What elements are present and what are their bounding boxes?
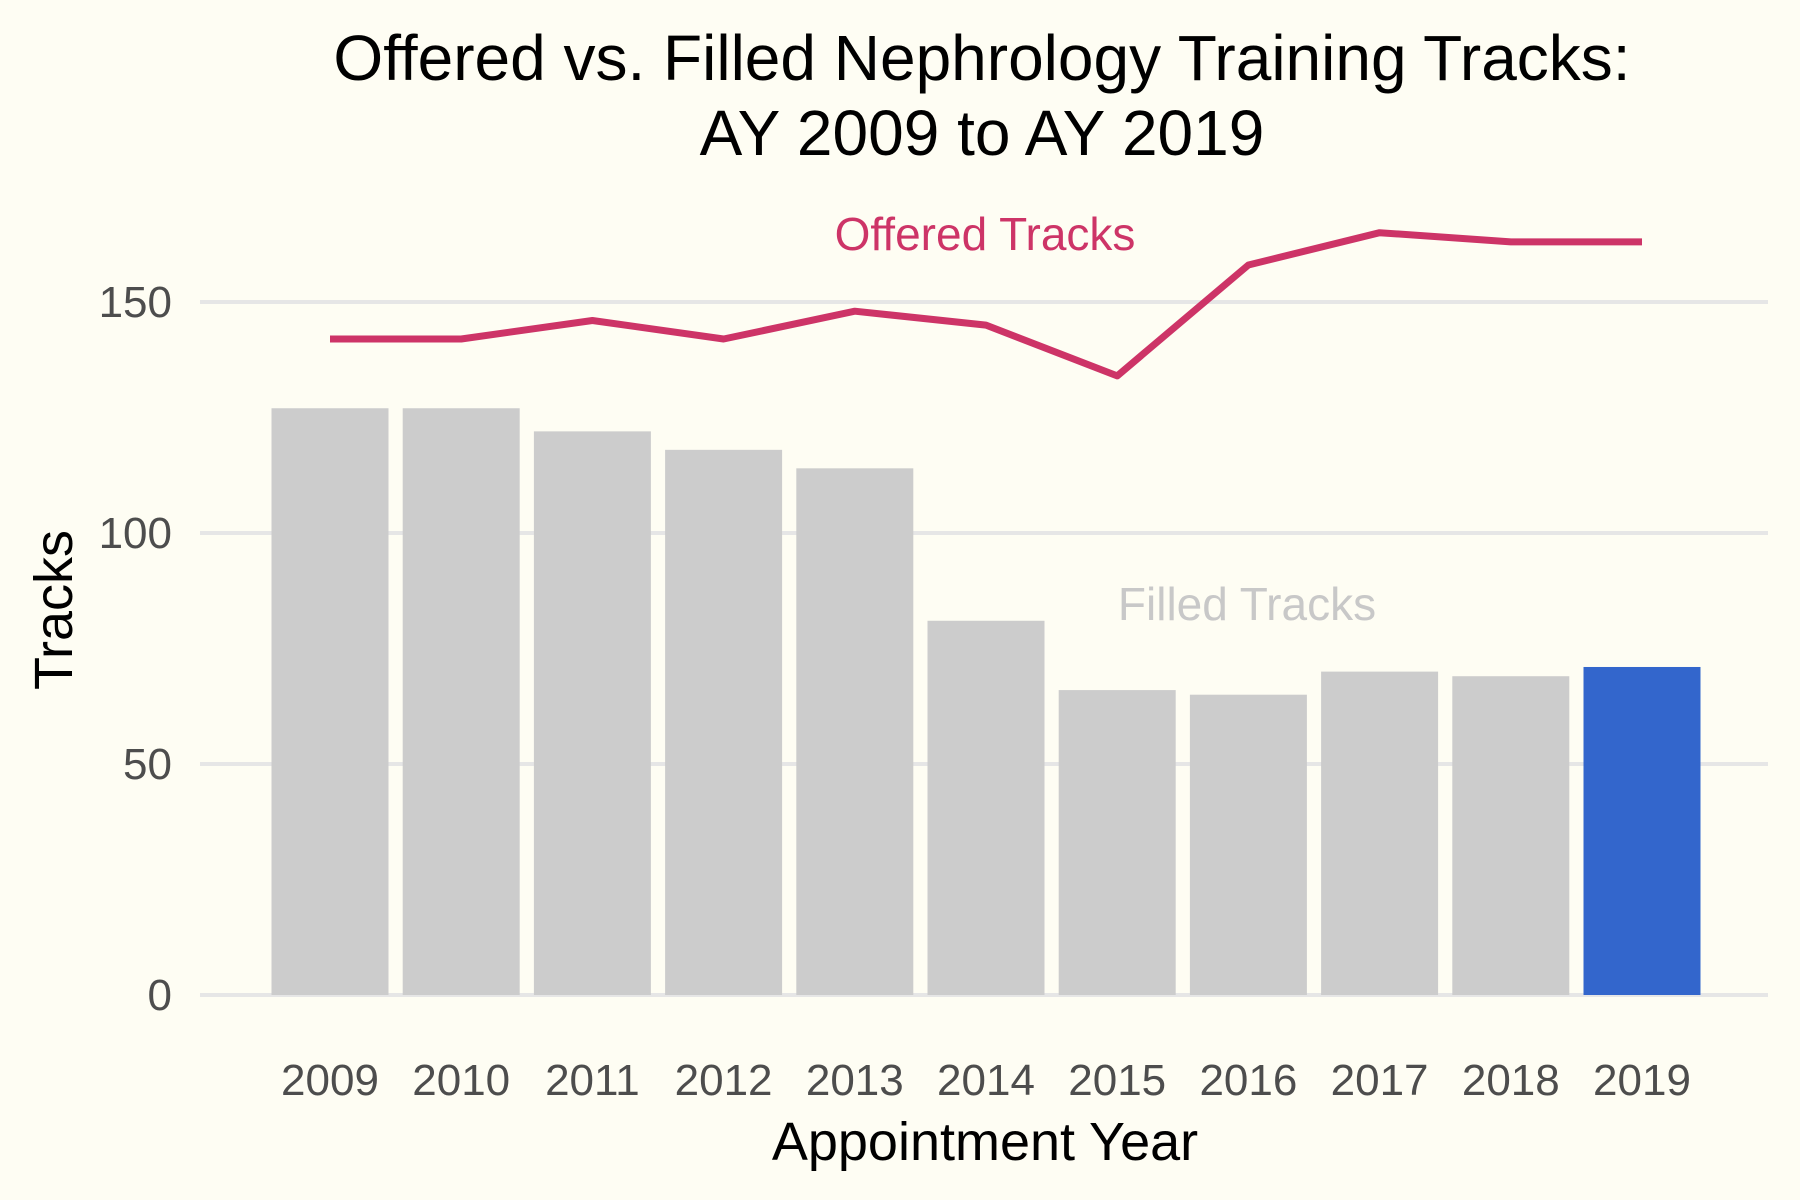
y-tick-label: 150 [99,278,172,327]
y-tick-label: 0 [148,971,172,1020]
x-axis-title: Appointment Year [772,1112,1198,1172]
filled-bar-2014 [927,620,1045,995]
x-tick-label-2019: 2019 [1593,1056,1691,1105]
y-tick-label: 100 [99,509,172,558]
filled-bar-2011 [533,431,651,995]
x-tick-label-2015: 2015 [1068,1056,1166,1105]
y-tick-label: 50 [123,740,172,789]
x-tick-label-2013: 2013 [806,1056,904,1105]
y-axis-title: Tracks [24,530,84,690]
x-tick-label-2016: 2016 [1199,1056,1297,1105]
x-tick-labels: 2009 2010 2011 2012 2013 2014 2015 2016 2017 2018… [281,1056,1691,1105]
y-tick-labels: 0 50 100 150 [99,278,172,1020]
x-tick-label-2011: 2011 [545,1056,640,1105]
filled-tracks-annotation: Filled Tracks [1118,578,1376,630]
x-tick-label-2014: 2014 [937,1056,1035,1105]
x-tick-label-2009: 2009 [281,1056,379,1105]
filled-bar-2017 [1321,671,1439,995]
x-tick-label-2017: 2017 [1331,1056,1429,1105]
filled-bar-2019 [1583,666,1701,995]
x-tick-label-2018: 2018 [1462,1056,1560,1105]
filled-bar-2018 [1452,676,1570,995]
filled-bar-2013 [796,468,914,995]
x-tick-label-2012: 2012 [675,1056,773,1105]
filled-bars [271,408,1701,996]
filled-bar-2010 [402,408,520,995]
filled-bar-2009 [271,408,389,995]
offered-tracks-line [330,229,1642,380]
offered-tracks-annotation: Offered Tracks [835,208,1136,260]
filled-bar-2016 [1189,694,1307,995]
x-tick-label-2010: 2010 [412,1056,510,1105]
filled-bar-2015 [1058,690,1176,995]
chart-title-line-1: Offered vs. Filled Nephrology Training T… [333,22,1630,94]
chart-title-line-2: AY 2009 to AY 2019 [700,97,1265,169]
filled-bar-2012 [665,449,783,996]
